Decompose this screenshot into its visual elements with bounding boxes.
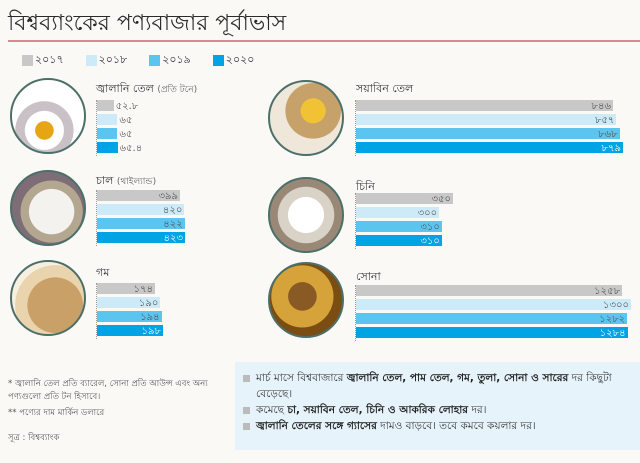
rice-image (10, 170, 86, 246)
bar-value-label: ৩১০ (420, 236, 440, 247)
bar-value-label: ৩৫০ (431, 194, 452, 205)
bar-value-label: ১৯০ (138, 298, 159, 309)
wheat-bar-2018: ১৯০ (97, 297, 161, 309)
footnotes: * জ্বালানি তেল প্রতি ব্যারেল, সোনা প্রতি… (8, 378, 228, 445)
sugar-bars: ৩৫০ ৩০০ ৩১০ ৩১০ (355, 193, 453, 249)
legend-2020: ২০২০ (212, 51, 254, 70)
oil-bar-2020: ৬৫.৪ (97, 142, 142, 154)
legend-2017: ২০১৭ (22, 51, 64, 70)
source: সূত্র : বিশ্বব্যাংক (8, 433, 60, 443)
wheat-bar-2017: ১৭৪ (97, 283, 155, 295)
wheat-image (10, 260, 86, 336)
rice-bars: ৩৯৯ ৪২০ ৪২২ ৪২৩ (96, 190, 185, 246)
oil-label: জ্বালানি তেল (প্রতি টনে) (96, 82, 198, 95)
highlights-box: মার্চ মাসে বিশ্ববাজারে জ্বালানি তেল, পাম… (235, 362, 640, 450)
sugar-bar-2018: ৩০০ (356, 207, 440, 219)
bullet-1: মার্চ মাসে বিশ্ববাজারে জ্বালানি তেল, পাম… (243, 370, 632, 402)
bar-value-label: ৪২০ (162, 205, 183, 216)
rice-bar-2019: ৪২২ (97, 218, 185, 230)
bar-value-label: ৮৫৭ (594, 115, 615, 126)
rice-label: চাল (থাইল্যান্ড) (96, 174, 157, 187)
sugar-bar-2020: ৩১০ (356, 235, 442, 247)
bullet-2: কমেছে চা, সয়াবিন তেল, চিনি ও আকরিক লোহা… (243, 402, 632, 418)
oil-bar-2018: ৬৫ (97, 114, 132, 126)
bar-value-label: ১৭৪ (133, 284, 153, 295)
bar-value-label: ৬৫ (119, 129, 133, 140)
page-title: বিশ্বব্যাংকের পণ্যবাজার পূর্বাভাস (8, 11, 287, 36)
bar-value-label: ১২৮২ (599, 314, 626, 325)
gold-bar-2017: ১২৫৮ (356, 285, 623, 297)
rice-bar-2017: ৩৯৯ (97, 190, 180, 202)
bar-value-label: ১৯৪ (140, 312, 160, 323)
soy-bar-2017: ৮৪৬ (356, 100, 613, 112)
soy-image (268, 80, 344, 156)
oil-bar-2017: ৫২.৮ (97, 100, 138, 112)
bar-value-label: ১২৫৮ (594, 286, 621, 297)
bar-value-label: ৩৯৯ (158, 191, 178, 202)
bar-value-label: ৬৫.৪ (119, 143, 143, 154)
soy-label: সয়াবিন তেল (356, 82, 414, 95)
oil-image (10, 78, 86, 154)
legend-2019: ২০১৯ (149, 51, 191, 70)
gold-bar-2019: ১২৮২ (356, 313, 628, 325)
bar-value-label: ৩১০ (420, 222, 440, 233)
wheat-bars: ১৭৪ ১৯০ ১৯৪ ১৯৮ (96, 283, 163, 339)
footnote-currency: ** পণ্যের দাম মার্কিন ডলারে (8, 408, 105, 418)
sugar-image (268, 177, 344, 253)
gold-bars: ১২৫৮ ১৩০০ ১২৮২ ১২৮৪ (355, 285, 631, 341)
bar-value-label: ৪২২ (163, 219, 183, 230)
legend: ২০১৭ ২০১৮ ২০১৯ ২০২০ (22, 51, 254, 70)
soy-bar-2020: ৮৭৯ (356, 142, 623, 154)
bar-value-label: ১৯৮ (141, 326, 161, 337)
gold-bar-2020: ১২৮৪ (356, 327, 628, 339)
rice-bar-2018: ৪২০ (97, 204, 185, 216)
bar-value-label: ৮৭৯ (601, 143, 621, 154)
sugar-bar-2017: ৩৫০ (356, 193, 453, 205)
footnote-units: * জ্বালানি তেল প্রতি ব্যারেল, সোনা প্রতি… (8, 379, 208, 402)
soy-bar-2018: ৮৫৭ (356, 114, 617, 126)
oil-bars: ৫২.৮ ৬৫ ৬৫ ৬৫.৪ (96, 100, 142, 156)
sugar-bar-2019: ৩১০ (356, 221, 442, 233)
legend-2018: ২০১৮ (85, 51, 127, 70)
wheat-label: গম (96, 266, 110, 279)
wheat-bar-2019: ১৯৪ (97, 311, 162, 323)
sugar-label: চিনি (356, 180, 375, 193)
wheat-bar-2020: ১৯৮ (97, 325, 163, 337)
bar-value-label: ৮৪৬ (591, 101, 611, 112)
soy-bars: ৮৪৬ ৮৫৭ ৮৬৮ ৮৭৯ (355, 100, 623, 156)
gold-image (268, 262, 344, 338)
soy-bar-2019: ৮৬৮ (356, 128, 620, 140)
bar-value-label: ১৩০০ (603, 300, 629, 311)
bar-value-label: ৩০০ (417, 208, 438, 219)
gold-label: সোনা (356, 270, 381, 283)
bar-value-label: ৬৫ (119, 115, 133, 126)
bar-value-label: ১২৮৪ (599, 328, 626, 339)
bar-value-label: ৫২.৮ (115, 101, 139, 112)
rice-bar-2020: ৪২৩ (97, 232, 185, 244)
bar-value-label: ৪২৩ (163, 233, 184, 244)
oil-bar-2019: ৬৫ (97, 128, 132, 140)
gold-bar-2018: ১৩০০ (356, 299, 631, 311)
bullet-3: জ্বালানি তেলের সঙ্গে গ্যাসের দামও বাড়বে… (243, 418, 632, 434)
bar-value-label: ৮৬৮ (598, 129, 618, 140)
title-divider (8, 40, 640, 42)
